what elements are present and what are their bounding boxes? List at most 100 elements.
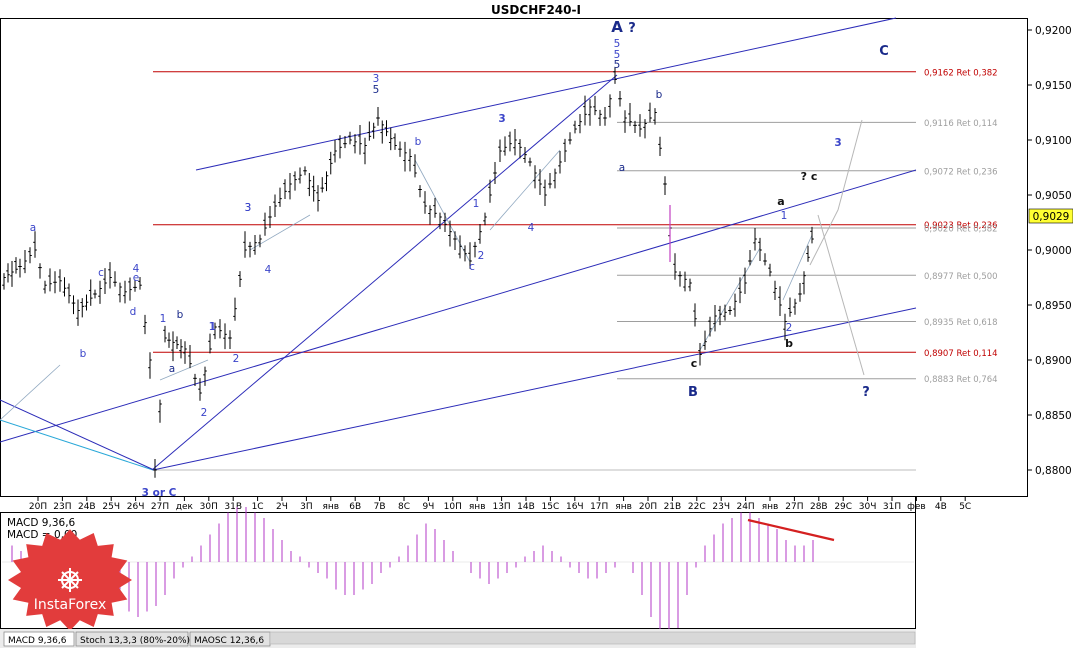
wave-label-sub: e — [133, 272, 139, 284]
wave-label-sub: b — [177, 309, 184, 321]
x-tick-label: 24В — [78, 502, 96, 512]
wave-label-sub: 4 — [265, 264, 272, 276]
fib-level-label: 0,9072 Ret 0,236 — [924, 167, 998, 177]
current-price-value: 0,9029 — [1033, 211, 1070, 223]
wave-label-sub: a — [30, 222, 36, 234]
time-axis: 20П 23П 24В 25Ч 26Ч 27П дек 30П 31В 1С 2Ч 3П янв 6В 7В… — [29, 497, 971, 512]
x-tick-label: 23Ч — [712, 502, 730, 512]
y-tick-label: 0,9150 — [1035, 80, 1072, 92]
wave-connector — [414, 159, 471, 263]
wave-label-sub: 1 — [781, 210, 788, 222]
channel-line — [0, 399, 155, 471]
macd-divergence-line — [747, 518, 835, 542]
x-tick-label: 15С — [542, 502, 560, 512]
wave-connector — [782, 234, 813, 301]
x-tick-label: янв — [762, 502, 779, 512]
x-tick-label: 6В — [349, 502, 361, 512]
fib-level-label: 0,8977 Ret 0,500 — [924, 272, 998, 282]
x-tick-label: 27П — [151, 502, 169, 512]
indicator-tab[interactable] — [3, 631, 75, 647]
wave-label-minor: a — [777, 195, 784, 208]
x-tick-label: 13П — [492, 502, 510, 512]
wave-label-sub: b — [80, 348, 87, 360]
wave-label-sub: b — [656, 89, 663, 101]
channel-line — [0, 419, 154, 471]
y-tick-label: 0,8950 — [1035, 300, 1072, 312]
wave-label-sub: c — [469, 261, 475, 273]
macd-value-label: MACD = 0,00 — [7, 529, 77, 541]
x-tick-label: фев — [907, 502, 926, 512]
wave-connector — [159, 359, 209, 381]
wave-label-sub: 3 — [834, 137, 841, 149]
chart-title: USDCHF240-I — [491, 3, 581, 17]
y-tick-label: 0,9200 — [1035, 25, 1072, 37]
x-tick-label: 30Ч — [859, 502, 877, 512]
indicator-tab-label[interactable]: MACD 9,36,6 — [8, 636, 67, 646]
wave-label-major: B — [688, 385, 698, 400]
fib-level-label: 0,8907 Ret 0,114 — [924, 349, 998, 359]
wave-label-sub: 3 or C — [142, 487, 177, 499]
x-tick-label: 17П — [590, 502, 608, 512]
x-tick-label: янв — [322, 502, 339, 512]
wave-label-sub: 5 — [614, 59, 621, 71]
indicator-tab-label[interactable]: Stoch 13,3,3 (80%-20%) — [80, 636, 190, 646]
indicator-tab-label[interactable]: MAOSC 12,36,6 — [194, 636, 264, 646]
wave-label-sub: 3 — [373, 73, 380, 85]
macd-label: MACD 9,36,6 — [7, 517, 76, 529]
channel-line — [152, 307, 917, 471]
current-price-badge: 0,9029 — [1028, 208, 1073, 224]
wave-label-sub: b — [415, 136, 422, 148]
wave-label-sub: 1 — [209, 321, 216, 333]
forecast-path-down — [817, 214, 865, 376]
x-tick-label: 4В — [935, 502, 947, 512]
x-tick-label: 14В — [517, 502, 535, 512]
x-tick-label: 8С — [398, 502, 410, 512]
x-tick-label: 26Ч — [127, 502, 145, 512]
tabs-scrollbar[interactable] — [269, 631, 916, 645]
fib-level-label: 0,8935 Ret 0,618 — [924, 318, 998, 328]
x-tick-label: 9Ч — [422, 502, 434, 512]
x-tick-label: 7В — [374, 502, 386, 512]
x-tick-label: 21В — [664, 502, 682, 512]
x-tick-label: 10П — [444, 502, 462, 512]
x-tick-label: 23П — [53, 502, 71, 512]
wave-label-sub: 3 — [245, 202, 252, 214]
fib-level-label: 0,8883 Ret 0,764 — [924, 375, 998, 385]
y-tick-label: 0,9000 — [1035, 245, 1072, 257]
fib-level-label: 0,9020 Ret 0,382 — [924, 225, 998, 235]
x-tick-label: дек — [176, 502, 194, 512]
instaforex-logo: InstaForex — [8, 529, 132, 631]
x-tick-label: янв — [469, 502, 486, 512]
x-tick-label: 20П — [639, 502, 657, 512]
wave-label-minor: b — [785, 337, 793, 350]
indicator-tab[interactable] — [75, 631, 189, 647]
price-candles — [2, 67, 814, 478]
wave-label-major: C — [879, 44, 889, 59]
y-tick-label: 0,9100 — [1035, 135, 1072, 147]
forecast-path-up — [809, 119, 863, 266]
wave-label-sub: d — [130, 306, 137, 318]
x-tick-label: 31В — [224, 502, 242, 512]
wave-label-sub: 2 — [478, 250, 485, 262]
fib-level-label: 0,9023 Ret 0,236 — [924, 221, 998, 231]
logo-text: InstaForex — [34, 597, 107, 613]
wave-label-sub: 4 — [133, 263, 140, 275]
indicator-frame — [0, 512, 916, 629]
wave-label-sub: 3 — [245, 202, 252, 214]
x-tick-label: янв — [615, 502, 632, 512]
wave-label-sub: 1 — [473, 198, 480, 210]
wave-label-sub: 2 — [233, 353, 240, 365]
channel-line — [195, 17, 897, 171]
x-tick-label: 2Ч — [276, 502, 288, 512]
y-tick-label: 0,9050 — [1035, 190, 1072, 202]
trend-channels — [0, 17, 917, 471]
wave-label-major: ? — [628, 21, 636, 36]
x-tick-label: 5С — [959, 502, 971, 512]
fib-level-label: 0,9162 Ret 0,382 — [924, 68, 998, 78]
wave-label-sub: 2 — [201, 407, 208, 419]
wave-label-sub: 2 — [786, 322, 793, 334]
x-tick-label: 22С — [688, 502, 706, 512]
